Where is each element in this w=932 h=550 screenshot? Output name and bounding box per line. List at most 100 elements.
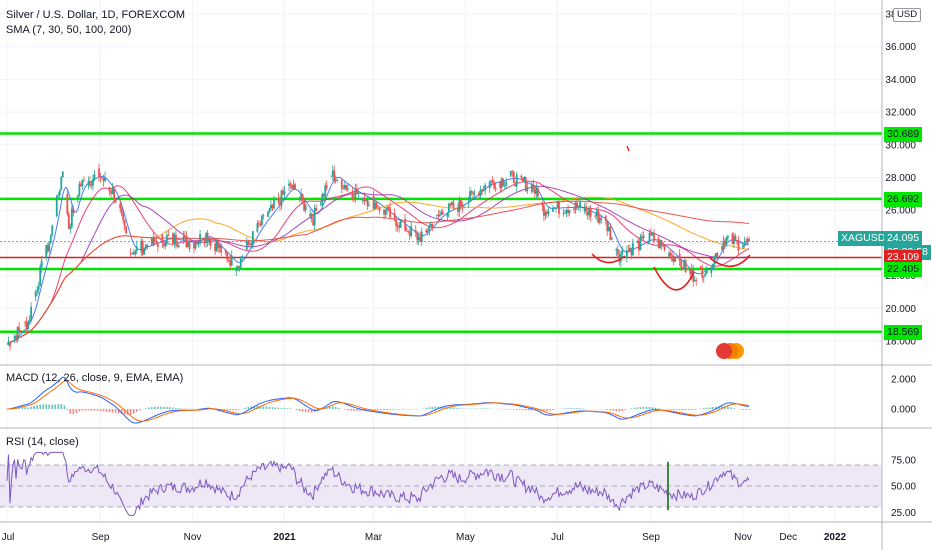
horizontal-levels <box>0 132 882 333</box>
right-shoulder-arc <box>709 254 751 268</box>
candle-body <box>553 207 556 209</box>
macd-histogram-bar <box>525 409 527 411</box>
candle-body <box>76 195 79 198</box>
candle-body <box>604 215 607 221</box>
macd-histogram-bar <box>371 409 373 411</box>
macd-histogram-bar <box>157 406 159 409</box>
candle-body <box>365 199 367 202</box>
candle-body <box>39 266 42 287</box>
candle-body <box>428 225 431 231</box>
symbol-ticker-box[interactable]: XAGUSD <box>838 231 889 246</box>
candle-body <box>334 180 337 182</box>
candle-body <box>701 268 704 278</box>
candle-body <box>87 181 90 186</box>
candle-body <box>16 327 19 341</box>
candle-body <box>648 232 651 242</box>
candle-body <box>80 184 82 187</box>
macd-histogram-bar <box>102 409 105 412</box>
macd-histogram-bar <box>721 406 723 409</box>
macd-histogram-bar <box>642 406 645 409</box>
y-tick-label: 18.000 <box>885 337 916 348</box>
macd-histogram-bar <box>615 409 618 412</box>
macd-legend[interactable]: MACD (12, 26, close, 9, EMA, EMA) <box>6 372 184 384</box>
candle-body <box>238 266 241 268</box>
candle-body <box>110 191 112 194</box>
macd-histogram-bar <box>675 409 678 411</box>
time-axis[interactable]: Jul Sep Nov 2021 Mar May Jul Sep Nov Dec 2022 <box>2 532 847 543</box>
macd-histogram-bar <box>582 408 584 409</box>
candle-body <box>101 177 103 179</box>
candle-body <box>470 191 473 193</box>
candle-body <box>215 241 218 252</box>
candle-body <box>55 195 58 217</box>
candle-body <box>260 215 263 226</box>
candle-body <box>363 197 366 202</box>
macd-histogram-bar <box>389 409 391 410</box>
x-tick-label: Sep <box>92 532 110 543</box>
candle-body <box>51 225 54 236</box>
candle-body <box>333 170 336 182</box>
macd-histogram-bar <box>132 409 135 414</box>
candle-body <box>720 246 723 250</box>
candle-body <box>187 242 189 247</box>
x-tick-label: Nov <box>184 532 202 543</box>
macd-histogram-bar <box>449 407 452 409</box>
macd-histogram-bar <box>298 409 301 411</box>
macd-histogram-bar <box>748 409 750 410</box>
macd-histogram-bar <box>531 409 533 411</box>
macd-histogram-bar <box>226 409 228 411</box>
candle-body <box>521 178 524 182</box>
candle-body <box>140 240 143 252</box>
candle-body <box>24 322 26 323</box>
candle-body <box>743 242 746 246</box>
x-tick-label: 2021 <box>273 532 296 543</box>
candle-body <box>241 256 244 258</box>
candle-body <box>303 200 306 211</box>
candle-body <box>325 185 328 189</box>
candle-body <box>632 243 634 256</box>
macd-histogram-bar <box>42 404 44 409</box>
candle-body <box>628 248 631 251</box>
macd-histogram-bar <box>45 404 48 409</box>
sma-legend[interactable]: SMA (7, 30, 50, 100, 200) <box>6 24 132 36</box>
candle-body <box>15 336 17 341</box>
candle-body <box>66 193 69 215</box>
macd-histogram-bar <box>334 406 337 409</box>
candle-body <box>502 178 505 186</box>
macd-histogram-bar <box>262 406 265 409</box>
candle-body <box>93 174 96 180</box>
macd-histogram-bar <box>712 407 714 409</box>
candle-body <box>692 269 695 282</box>
candles <box>0 163 882 351</box>
macd-histogram-bar <box>18 407 20 409</box>
macd-histogram-bar <box>353 409 355 411</box>
macd-histogram-bar <box>537 409 539 411</box>
candle-body <box>197 242 200 245</box>
currency-label[interactable]: USD <box>893 8 922 22</box>
macd-histogram-bar <box>452 407 455 409</box>
candle-body <box>419 236 422 242</box>
candle-body <box>490 180 493 182</box>
last-price-label: 24.095 <box>884 231 923 246</box>
macd-histogram-bar <box>259 405 262 409</box>
candle-body <box>178 246 180 248</box>
candle-body <box>248 243 251 245</box>
y-tick-label: 20.000 <box>885 304 916 315</box>
candle-body <box>60 177 63 191</box>
candle-body <box>526 187 529 191</box>
candle-body <box>176 244 179 247</box>
candle-body <box>705 270 708 274</box>
macd-histogram-bar <box>377 409 379 411</box>
macd-histogram-bar <box>624 409 627 411</box>
rsi-legend[interactable]: RSI (14, close) <box>6 436 79 448</box>
candle-body <box>257 223 260 224</box>
candle-body <box>417 236 420 241</box>
candle-body <box>351 191 354 198</box>
macd-histogram-bar <box>576 408 578 409</box>
candle-body <box>70 208 73 227</box>
candle-body <box>482 190 485 192</box>
candle-body <box>377 207 379 209</box>
macd-histogram-bar <box>27 407 29 409</box>
candle-body <box>746 238 749 244</box>
